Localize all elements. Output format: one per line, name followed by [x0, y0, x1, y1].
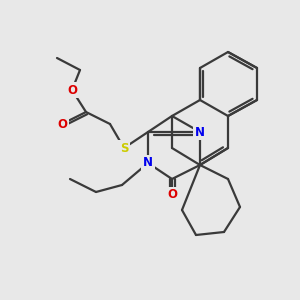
Text: S: S: [120, 142, 128, 154]
Text: O: O: [167, 188, 177, 202]
Text: N: N: [143, 157, 153, 169]
Text: N: N: [195, 125, 205, 139]
Text: O: O: [57, 118, 67, 130]
Text: O: O: [67, 83, 77, 97]
